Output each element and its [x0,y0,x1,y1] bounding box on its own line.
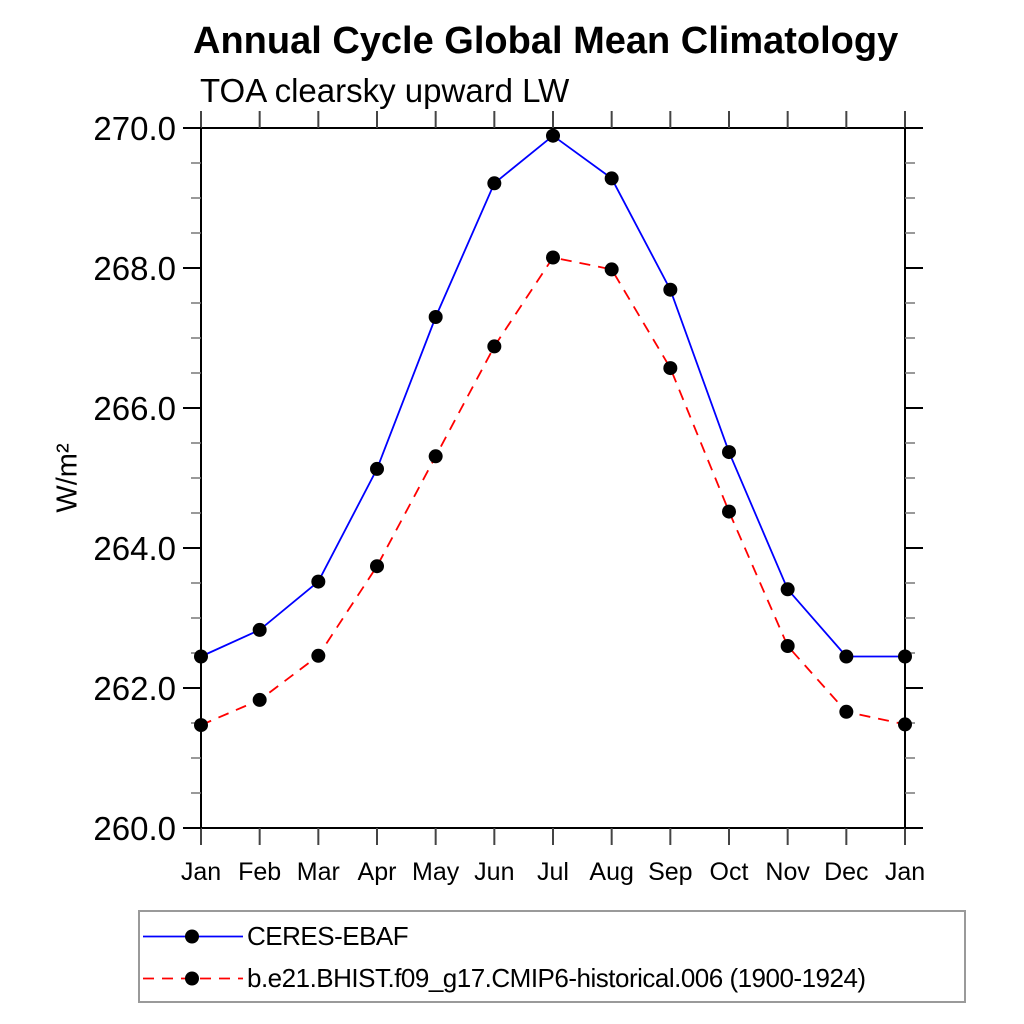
data-point-marker [604,262,619,277]
data-point-marker [780,582,795,597]
data-point-marker [898,717,912,732]
x-tick-label: Aug [589,858,633,886]
data-point-marker [194,649,208,664]
data-point-marker [604,171,619,186]
data-point-marker [722,445,736,460]
x-tick-label: May [412,858,460,886]
y-axis-title: W/m² [51,443,84,513]
y-tick-label: 266.0 [93,390,176,427]
x-tick-label: Sep [648,858,692,886]
data-point-marker [546,250,560,265]
data-point-marker [722,504,736,519]
data-point-marker [370,461,384,476]
x-tick-label: Jun [474,858,514,886]
x-tick-label: Dec [824,858,868,886]
data-point-marker [898,649,912,664]
data-point-marker [194,718,208,733]
y-tick-label: 260.0 [93,810,176,847]
x-tick-label: Oct [710,858,749,886]
x-tick-label: Nov [765,858,810,886]
data-point-marker [252,622,267,637]
data-point-marker [487,339,502,354]
legend-marker-1 [185,971,199,986]
data-point-marker [487,176,502,191]
chart-title: Annual Cycle Global Mean Climatology [193,20,899,62]
data-point-marker [428,310,443,324]
series-line-0 [200,134,905,658]
data-point-marker [311,574,326,589]
legend-marker-0 [185,929,199,944]
data-point-marker [428,449,443,464]
plot-frame [200,127,906,829]
legend-label-model: b.e21.BHIST.f09_g17.CMIP6-historical.006… [247,963,866,993]
data-point-marker [663,361,678,376]
y-tick-label: 264.0 [93,530,176,567]
series-line-1 [200,256,906,726]
x-tick-label: Apr [358,858,397,886]
x-tick-label: Jan [885,858,925,886]
legend-box [138,910,966,1003]
x-tick-label: Feb [238,858,281,886]
data-point-marker [311,648,326,663]
x-tick-label: Jan [181,858,221,886]
data-point-marker [546,128,560,143]
data-point-marker [839,704,854,719]
data-point-marker [252,692,267,707]
data-point-marker [839,649,854,664]
legend-label-ceres: CERES-EBAF [247,921,409,951]
chart-subtitle: TOA clearsky upward LW [200,72,570,109]
x-tick-label: Mar [297,858,340,886]
y-tick-label: 268.0 [93,250,176,287]
y-tick-label: 262.0 [93,670,176,707]
data-point-marker [370,559,384,574]
x-tick-label: Jul [537,858,569,886]
y-tick-label: 270.0 [93,110,176,147]
data-point-marker [780,639,795,653]
data-point-marker [663,282,678,297]
